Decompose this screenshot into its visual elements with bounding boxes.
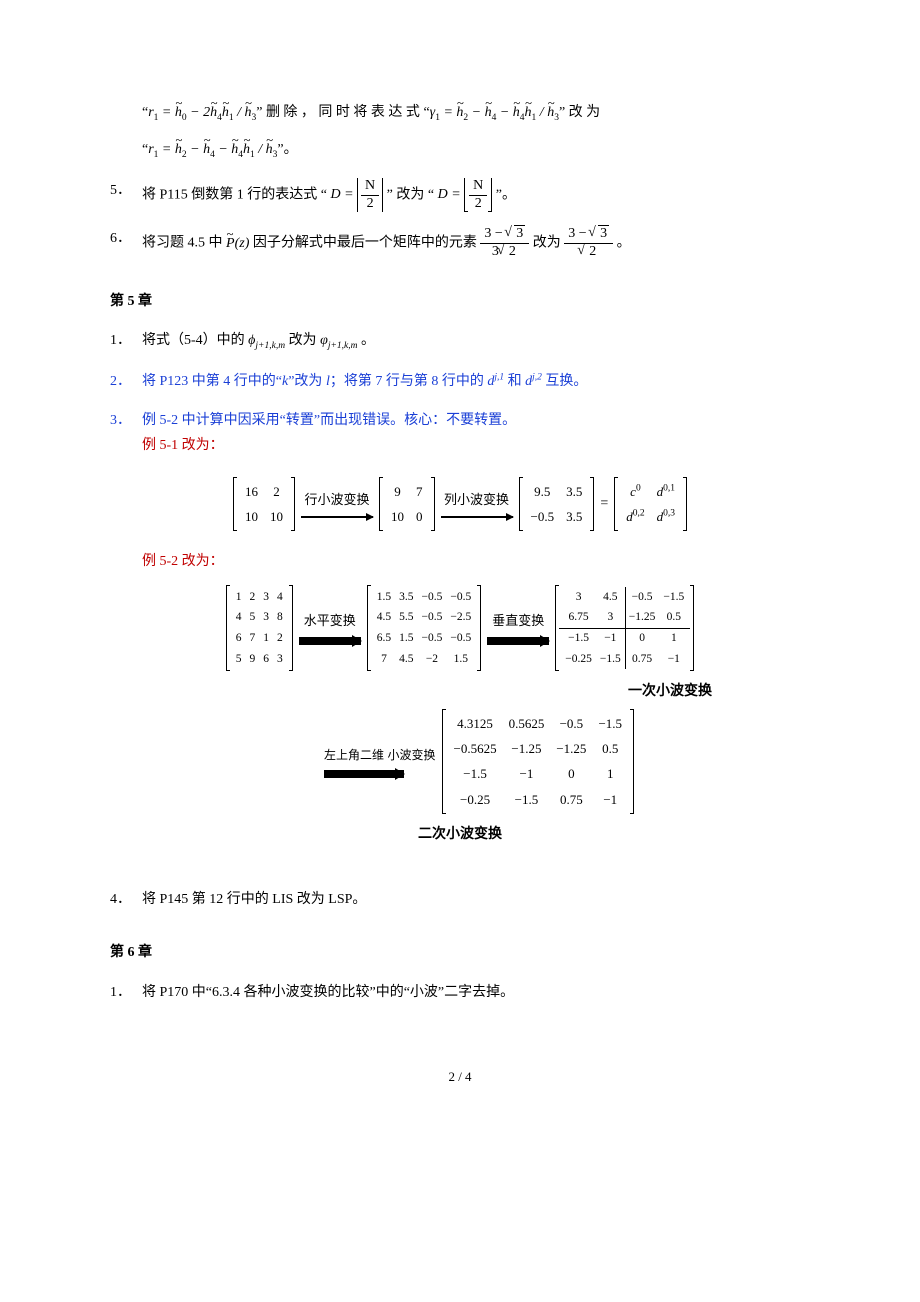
text: 将 P145 第 12 行中的 LIS 改为 LSP。 <box>142 887 810 912</box>
text: ” 改为 “ <box>387 187 434 202</box>
text: 因子分解式中最后一个矩阵中的元素 <box>253 236 477 251</box>
arrow-label: 水平变换 <box>304 613 356 628</box>
example-5-1: 162 1010 行小波变换 97 100 列小波变换 9.53.5 −0.53… <box>110 477 810 532</box>
matrix-ruled: 34.5−0.5−1.5 6.753−1.250.5 −1.5−101 −0.2… <box>553 585 696 672</box>
text: 。 <box>361 333 375 348</box>
example-5-2-label: 例 5-2 改为： <box>142 549 810 574</box>
arrow: 列小波变换 <box>441 488 513 519</box>
sup: j,2 <box>532 372 542 382</box>
example-5-2-row1: 1234 4538 6712 5963 水平变换 1.53.5−0.5−0.5 … <box>110 585 810 672</box>
continuation-block: “r1 = h0 − 2h4h1 / h3” 删 除 ， 同 时 将 表 达 式… <box>110 100 810 164</box>
arrow-label: 列小波变换 <box>444 492 509 507</box>
item-number: 5． <box>110 178 142 213</box>
text: 将 P115 倒数第 1 行的表达式 “ <box>142 187 327 202</box>
page-number: 2 / 4 <box>110 1065 810 1088</box>
arrow-label: 垂直变换 <box>492 613 544 628</box>
item-number: 1． <box>110 980 142 1005</box>
item-number: 1． <box>110 328 142 355</box>
item-number: 2． <box>110 369 142 394</box>
errata-item-5: 5． 将 P115 倒数第 1 行的表达式 “ D = N2 ” 改为 “ D … <box>110 178 810 213</box>
sup: j,1 <box>494 372 504 382</box>
arrow-label: 左上角二维 <box>324 748 384 762</box>
chapter-6-title: 第 6 章 <box>110 940 810 965</box>
text: 互换。 <box>545 374 587 389</box>
text: 将 P123 中第 4 行中的“ <box>142 374 282 389</box>
example-5-2-row2: 左上角二维 小波变换 4.31250.5625−0.5−1.5 −0.5625−… <box>110 709 810 815</box>
ch5-item-3: 3． 例 5-2 中计算中因采用“转置”而出现错误。核心：不要转置。 例 5-1… <box>110 408 810 458</box>
text: 将习题 4.5 中 <box>142 236 226 251</box>
text: 。 <box>617 236 631 251</box>
text: 改为 <box>289 333 317 348</box>
ch5-item-4: 4． 将 P145 第 12 行中的 LIS 改为 LSP。 <box>110 887 810 912</box>
text: ”。 <box>496 187 516 202</box>
text: 例 5-2 中计算中因采用“转置”而出现错误。核心：不要转置。 <box>142 408 810 433</box>
matrix: 162 1010 <box>231 477 297 532</box>
arrow: 水平变换 <box>299 609 361 646</box>
arrow: 行小波变换 <box>301 488 373 519</box>
text: 改为 <box>533 236 561 251</box>
text: ；将第 7 行与第 8 行中的 <box>330 374 484 389</box>
matrix: 9.53.5 −0.53.5 <box>517 477 597 532</box>
matrix: 1234 4538 6712 5963 <box>224 585 295 672</box>
transform-label-2: 二次小波变换 <box>110 822 810 847</box>
errata-item-6: 6． 将习题 4.5 中 P(z) 因子分解式中最后一个矩阵中的元素 3 − 3… <box>110 226 810 261</box>
arrow: 垂直变换 <box>487 609 549 646</box>
equals: = <box>600 491 608 516</box>
text: 和 <box>508 374 522 389</box>
matrix: 97 100 <box>377 477 437 532</box>
text: 将 P170 中“6.3.4 各种小波变换的比较”中的“小波”二字去掉。 <box>142 980 810 1005</box>
item-number: 6． <box>110 226 142 261</box>
text: 改 为 <box>569 105 601 120</box>
text: 将式（5-4）中的 <box>142 333 245 348</box>
transform-label-1: 一次小波变换 <box>530 679 810 704</box>
ch5-item-2: 2． 将 P123 中第 4 行中的“k”改为 l；将第 7 行与第 8 行中的… <box>110 369 810 394</box>
text: 删 除 ， 同 时 将 表 达 式 <box>266 105 420 120</box>
matrix: 4.31250.5625−0.5−1.5 −0.5625−1.25−1.250.… <box>440 709 637 815</box>
text: 例 5-1 改为： <box>142 433 810 458</box>
arrow: 左上角二维 小波变换 <box>324 743 436 780</box>
matrix: c0d0,1 d0,2d0,3 <box>612 477 689 532</box>
ch6-item-1: 1． 将 P170 中“6.3.4 各种小波变换的比较”中的“小波”二字去掉。 <box>110 980 810 1005</box>
arrow-label: 行小波变换 <box>304 492 369 507</box>
matrix: 1.53.5−0.5−0.5 4.55.5−0.5−2.5 6.51.5−0.5… <box>365 585 484 672</box>
ch5-item-1: 1． 将式（5-4）中的 ϕj+1,k,m 改为 φj+1,k,m 。 <box>110 328 810 355</box>
item-number: 4． <box>110 887 142 912</box>
text: ”改为 <box>288 374 322 389</box>
chapter-5-title: 第 5 章 <box>110 289 810 314</box>
arrow-label: 小波变换 <box>387 748 435 762</box>
item-number: 3． <box>110 408 142 458</box>
